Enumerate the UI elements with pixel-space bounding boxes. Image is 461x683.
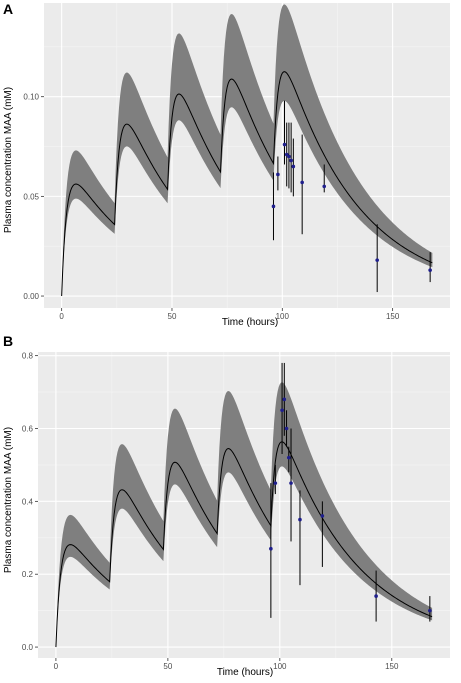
median-line	[61, 71, 433, 297]
x-tick-label: 0	[54, 662, 59, 671]
x-tick-label: 0	[59, 312, 64, 321]
panel-a-y-axis-title: Plasma concentration MAA (mM)	[3, 87, 14, 233]
panel-b-plot-area	[38, 352, 450, 658]
data-point	[282, 142, 287, 147]
data-point	[289, 158, 293, 163]
data-point	[280, 408, 284, 413]
prediction-band	[55, 382, 433, 648]
y-tick-label: 0.10	[23, 93, 39, 102]
y-tick-label: 0.05	[23, 192, 39, 201]
panel-b-letter: B	[3, 333, 13, 349]
data-point	[291, 164, 296, 169]
data-point	[273, 481, 278, 485]
data-point	[271, 204, 276, 209]
data-point	[375, 258, 379, 262]
panel-a-x-axis-title: Time (hours)	[222, 317, 278, 328]
x-tick-label: 150	[385, 662, 399, 671]
panel-b-y-axis-title: Plasma concentration MAA (mM)	[3, 427, 14, 573]
data-point	[269, 546, 273, 551]
data-point	[289, 481, 293, 485]
panel-a: A Plasma concentration MAA (mM) Time (ho…	[3, 1, 450, 328]
x-tick-label: 50	[168, 312, 177, 321]
y-tick-label: 0.2	[22, 570, 34, 579]
panel-a-background	[44, 3, 450, 308]
x-tick-label: 100	[276, 312, 290, 321]
y-tick-label: 0.4	[22, 497, 34, 506]
x-tick-label: 50	[163, 662, 172, 671]
y-tick-label: 0.00	[23, 292, 39, 301]
data-point	[286, 455, 291, 460]
y-tick-label: 0.0	[22, 643, 34, 652]
median-line	[55, 441, 433, 648]
panel-a-plot-area	[44, 3, 450, 308]
y-tick-label: 0.6	[22, 425, 34, 434]
y-tick-label: 0.8	[22, 352, 34, 361]
panel-b-x-axis-title: Time (hours)	[217, 667, 273, 678]
panel-b: B Plasma concentration MAA (mM) Time (ho…	[3, 333, 450, 678]
data-point	[374, 594, 378, 598]
x-tick-label: 100	[273, 662, 287, 671]
data-point	[300, 180, 304, 185]
panel-a-letter: A	[3, 1, 13, 17]
data-point	[298, 517, 302, 522]
data-point	[428, 268, 432, 272]
data-point	[282, 397, 287, 402]
data-point	[428, 608, 432, 613]
data-point	[276, 172, 280, 177]
data-point	[284, 426, 289, 431]
panel-b-background	[38, 352, 450, 658]
prediction-band	[61, 4, 433, 297]
data-point	[320, 514, 325, 518]
x-tick-label: 150	[386, 312, 400, 321]
data-point	[322, 184, 327, 189]
data-point	[287, 154, 291, 159]
